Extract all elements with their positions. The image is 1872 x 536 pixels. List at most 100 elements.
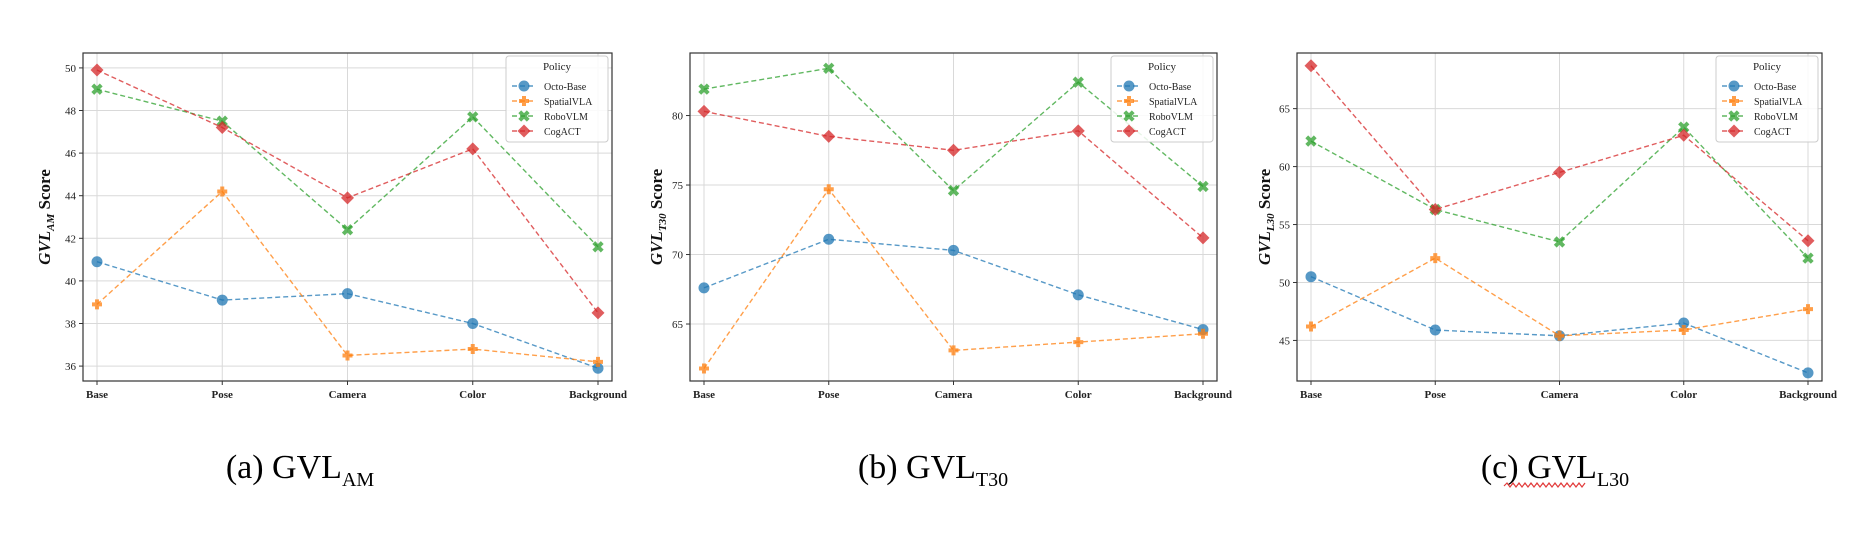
data-point bbox=[1802, 367, 1814, 379]
legend-marker bbox=[1124, 96, 1134, 106]
series-line bbox=[703, 188, 1204, 369]
x-tick-label: Color bbox=[1065, 389, 1092, 401]
chart-panel-1: Base Pose Camera Color Background 36 38 40 42 44 4… bbox=[35, 52, 627, 401]
y-tick-label: 80 bbox=[672, 111, 684, 123]
data-point bbox=[1553, 165, 1566, 179]
y-tick-label: 75 bbox=[672, 180, 684, 192]
data-point bbox=[1428, 202, 1442, 216]
legend-entry: SpatialVLA bbox=[1722, 96, 1803, 108]
spellcheck-underline bbox=[1503, 482, 1586, 488]
data-point bbox=[1304, 59, 1318, 73]
legend: Policy Octo-Base SpatialVLA RoboVLM CogACT bbox=[505, 55, 609, 143]
legend-marker bbox=[519, 96, 529, 106]
legend-box bbox=[1715, 55, 1819, 143]
legend-entry: CogACT bbox=[512, 124, 581, 138]
data-point bbox=[822, 129, 836, 143]
data-point bbox=[1305, 135, 1317, 147]
y-tick-label: 50 bbox=[1279, 277, 1291, 289]
legend-marker bbox=[1729, 96, 1739, 106]
series-spatialvla bbox=[699, 184, 1208, 374]
legend-entry: SpatialVLA bbox=[1117, 96, 1198, 108]
legend-marker bbox=[1728, 80, 1740, 92]
data-point bbox=[466, 142, 480, 156]
legend-marker bbox=[1122, 124, 1136, 138]
legend-label: Octo-Base bbox=[544, 82, 587, 93]
data-point bbox=[698, 282, 710, 294]
series-octo-base bbox=[91, 256, 604, 374]
data-point bbox=[1072, 76, 1084, 88]
data-point bbox=[1430, 253, 1441, 264]
x-tick-label: Base bbox=[86, 389, 108, 401]
legend-label: Octo-Base bbox=[1754, 82, 1797, 93]
series-cogact bbox=[697, 104, 1210, 245]
y-tick-label: 36 bbox=[65, 361, 77, 373]
y-tick-label: 70 bbox=[672, 250, 684, 262]
y-axis-label: GVLAM Score bbox=[35, 169, 57, 265]
legend-marker bbox=[1727, 124, 1741, 138]
series-spatialvla bbox=[1306, 253, 1813, 341]
data-point bbox=[948, 244, 959, 256]
y-tick-label: 65 bbox=[672, 319, 684, 331]
legend-marker bbox=[1123, 110, 1135, 122]
y-tick-label: 65 bbox=[1279, 104, 1291, 116]
data-point bbox=[1196, 231, 1210, 245]
legend-entry: CogACT bbox=[1722, 124, 1791, 138]
data-point bbox=[467, 317, 479, 329]
data-point bbox=[592, 241, 604, 253]
data-point bbox=[593, 356, 603, 367]
legend-title: Policy bbox=[1753, 61, 1782, 73]
caption-3: (c) GVLL30 bbox=[1481, 449, 1629, 491]
data-point bbox=[1198, 328, 1208, 339]
legend: Policy Octo-Base SpatialVLA RoboVLM CogACT bbox=[1110, 55, 1214, 143]
y-axis-label: GVLT30 Score bbox=[647, 168, 669, 265]
legend-label: SpatialVLA bbox=[544, 97, 593, 108]
x-tick-label: Background bbox=[1779, 389, 1837, 401]
data-point bbox=[947, 143, 960, 157]
data-point bbox=[698, 83, 710, 95]
series-cogact bbox=[1304, 59, 1815, 248]
chart-panel-3: Base Pose Camera Color Background 45 50 55 60 65 G… bbox=[1255, 52, 1837, 401]
data-point bbox=[91, 83, 103, 95]
legend-marker bbox=[518, 80, 530, 92]
data-point bbox=[1801, 234, 1815, 248]
data-point bbox=[1554, 330, 1565, 341]
series-cogact bbox=[90, 63, 605, 320]
data-point bbox=[947, 184, 960, 197]
x-tick-label: Pose bbox=[212, 389, 234, 401]
y-tick-label: 40 bbox=[65, 276, 77, 288]
data-point bbox=[1429, 324, 1441, 336]
data-point bbox=[215, 121, 229, 135]
data-point bbox=[823, 184, 834, 195]
data-point bbox=[216, 294, 228, 306]
legend-label: SpatialVLA bbox=[1149, 97, 1198, 108]
data-point bbox=[341, 224, 354, 236]
legend-label: CogACT bbox=[1149, 127, 1186, 138]
data-point bbox=[948, 345, 959, 356]
y-axis-label: GVLL30 Score bbox=[1255, 168, 1277, 265]
legend-label: RoboVLM bbox=[544, 112, 588, 123]
data-point bbox=[1306, 321, 1316, 332]
legend-marker bbox=[518, 110, 530, 122]
gridlines bbox=[1297, 53, 1822, 381]
data-point bbox=[342, 288, 353, 300]
legend-label: RoboVLM bbox=[1754, 112, 1798, 123]
data-point bbox=[1678, 325, 1689, 336]
data-point bbox=[823, 62, 835, 74]
data-point bbox=[697, 104, 711, 118]
y-tick-label: 38 bbox=[65, 318, 77, 330]
data-point bbox=[467, 344, 478, 355]
legend: Policy Octo-Base SpatialVLA RoboVLM CogACT bbox=[1715, 55, 1819, 143]
legend-label: CogACT bbox=[1754, 127, 1791, 138]
legend-entry: Octo-Base bbox=[512, 80, 587, 93]
data-point bbox=[91, 256, 103, 268]
data-point bbox=[1305, 271, 1317, 283]
legend-entry: SpatialVLA bbox=[512, 96, 593, 108]
y-tick-label: 60 bbox=[1279, 162, 1291, 174]
y-tick-label: 46 bbox=[65, 148, 77, 160]
legend-entry: RoboVLM bbox=[512, 110, 588, 123]
legend-label: SpatialVLA bbox=[1754, 97, 1803, 108]
series-line bbox=[96, 190, 599, 363]
data-point bbox=[467, 111, 479, 123]
x-tick-label: Base bbox=[693, 389, 715, 401]
